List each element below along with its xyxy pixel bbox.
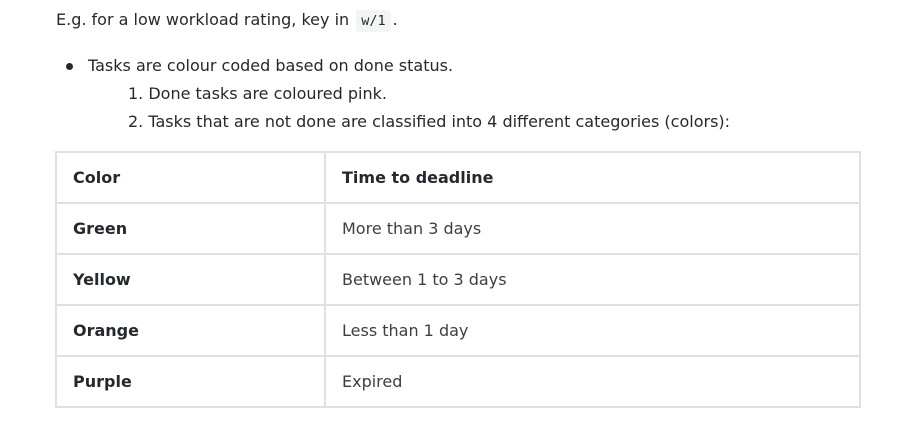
intro-text: E.g. for a low workload rating, key in: [56, 10, 350, 29]
table-header-row: Color Time to deadline: [55, 151, 861, 204]
bullet-item-colour-coding: Tasks are colour coded based on done sta…: [66, 52, 730, 136]
color-deadline-table: Color Time to deadline Green More than 3…: [55, 151, 861, 408]
ordered-item-done-tasks: 1. Done tasks are coloured pink.: [128, 84, 387, 103]
table-row: Yellow Between 1 to 3 days: [55, 253, 861, 306]
bullet-dot-icon: [66, 63, 73, 70]
inline-code-w1: w/1: [356, 10, 391, 32]
cell-color: Purple: [55, 355, 326, 408]
table-row: Green More than 3 days: [55, 202, 861, 255]
ordered-item-not-done-tasks: 2. Tasks that are not done are classifie…: [128, 112, 731, 131]
cell-color: Green: [55, 202, 326, 255]
header-color: Color: [55, 151, 326, 204]
table-row: Purple Expired: [55, 355, 861, 408]
cell-deadline: Less than 1 day: [324, 304, 861, 357]
header-time-to-deadline: Time to deadline: [324, 151, 861, 204]
intro-period: .: [392, 10, 398, 29]
bullet-list: Tasks are colour coded based on done sta…: [66, 52, 730, 136]
intro-paragraph: E.g. for a low workload rating, key in w…: [56, 8, 398, 33]
ordered-list: 1. Done tasks are coloured pink. 2. Task…: [88, 80, 730, 136]
cell-color: Yellow: [55, 253, 326, 306]
cell-deadline: Between 1 to 3 days: [324, 253, 861, 306]
bullet-text: Tasks are colour coded based on done sta…: [88, 56, 454, 75]
cell-deadline: Expired: [324, 355, 861, 408]
cell-color: Orange: [55, 304, 326, 357]
table-row: Orange Less than 1 day: [55, 304, 861, 357]
cell-deadline: More than 3 days: [324, 202, 861, 255]
